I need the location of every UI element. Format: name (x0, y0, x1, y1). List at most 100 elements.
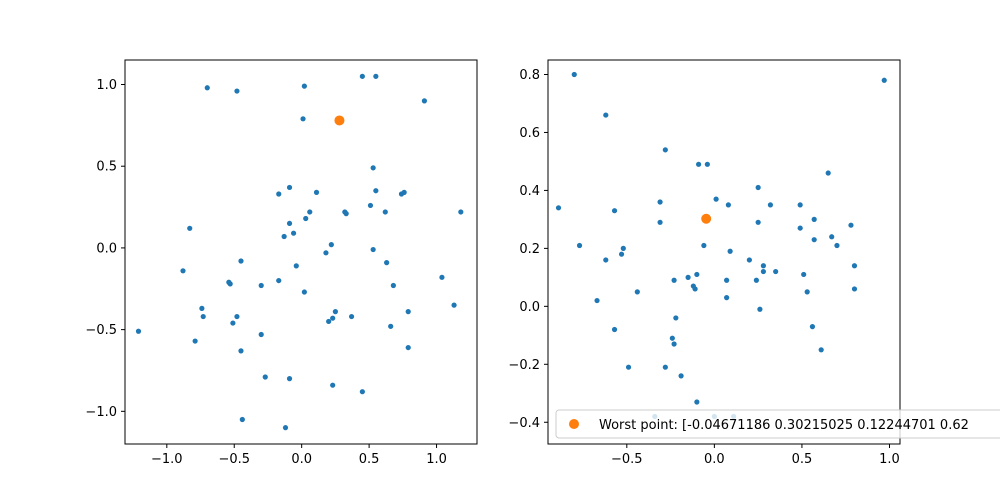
right-data-point (620, 245, 626, 251)
right-data-point (713, 196, 719, 202)
left-data-point (204, 85, 210, 91)
right-y-tick-label: 0.8 (519, 68, 540, 83)
right-data-point (851, 286, 858, 292)
left-y-tick-label: −0.5 (85, 323, 117, 338)
left-data-point (313, 189, 320, 195)
left-data-point (290, 230, 297, 236)
right-data-point (834, 242, 840, 249)
right-data-point (669, 335, 675, 341)
right-data-point (801, 271, 807, 278)
left-data-point (282, 425, 289, 431)
right-data-point (724, 295, 730, 301)
right-x-tick-label: 0.5 (792, 452, 813, 467)
right-data-point (678, 373, 684, 379)
right-data-point (760, 268, 767, 275)
right-data-point (755, 184, 761, 191)
left-x-tick-label: 0.0 (291, 452, 312, 467)
left-data-point (238, 258, 244, 264)
right-data-point (825, 170, 831, 176)
left-data-point (281, 233, 287, 240)
left-data-point (405, 344, 411, 351)
right-data-point (773, 268, 779, 275)
left-x-tick-label: −0.5 (218, 452, 250, 467)
right-y-tick-label: 0.2 (519, 242, 540, 257)
right-data-point (704, 161, 710, 167)
left-data-point (200, 313, 206, 320)
left-data-point (230, 320, 236, 326)
right-plot-frame (547, 59, 901, 445)
left-axis-ticks: −1.0 −0.5 0.0 0.5 1.0 −1.0 −0.5 0.0 0.5 1.0 (85, 78, 446, 467)
right-data-point (851, 263, 858, 269)
left-x-tick-label: 0.5 (359, 452, 380, 467)
right-data-point (662, 147, 668, 153)
right-data-point (694, 399, 700, 405)
left-data-point (421, 98, 428, 104)
right-data-point (618, 251, 625, 257)
left-data-point (323, 250, 329, 256)
right-data-point (701, 242, 707, 249)
left-data-point (384, 260, 390, 266)
left-data-point (370, 165, 376, 171)
right-data-point (625, 364, 632, 370)
right-data-point (657, 199, 663, 205)
left-data-point (370, 246, 376, 253)
left-data-point (359, 389, 365, 395)
right-data-point (694, 271, 700, 278)
left-data-point (330, 315, 336, 321)
right-data-point (634, 289, 640, 295)
right-data-point (555, 205, 562, 211)
left-data-point (180, 268, 186, 274)
left-data-point (301, 289, 307, 295)
legend-box (555, 409, 1000, 439)
right-data-point (571, 71, 577, 78)
left-data-point (367, 202, 374, 209)
right-data-point (724, 277, 730, 283)
right-data-point (757, 306, 763, 312)
left-y-tick-label: 0.0 (96, 241, 117, 256)
legend-marker (569, 419, 579, 429)
right-data-point (809, 324, 816, 330)
left-data-point (330, 382, 336, 388)
left-y-tick-label: 1.0 (96, 78, 117, 93)
left-data-point (373, 188, 379, 194)
right-data-point (881, 77, 887, 83)
right-data-point (611, 326, 618, 333)
left-data-point (300, 116, 306, 122)
right-data-points (555, 71, 887, 420)
legend: Worst point: [-0.04671186 0.30215025 0.1… (555, 409, 1000, 439)
right-data-point (746, 257, 752, 263)
right-data-point (804, 289, 810, 295)
right-x-tick-label: 0.0 (704, 452, 725, 467)
left-data-point (262, 374, 268, 380)
left-data-point (332, 309, 338, 315)
right-worst-point (701, 213, 712, 224)
left-data-point (373, 73, 379, 79)
left-data-point (234, 313, 240, 320)
right-data-point (797, 202, 803, 208)
left-data-point (401, 189, 407, 195)
right-data-point (696, 161, 702, 167)
left-y-tick-label: 0.5 (96, 160, 117, 175)
right-data-point (818, 347, 824, 353)
left-data-point (238, 348, 244, 354)
right-data-point (760, 263, 767, 269)
right-data-point (811, 216, 817, 222)
left-data-point (451, 302, 457, 308)
right-data-point (727, 248, 733, 254)
left-x-tick-label: −1.0 (151, 452, 183, 467)
left-data-point (293, 263, 299, 269)
right-data-point (657, 219, 663, 225)
right-data-point (576, 242, 583, 249)
left-x-tick-label: 1.0 (426, 452, 447, 467)
left-data-point (303, 215, 309, 222)
left-data-point (439, 274, 445, 280)
left-data-point (307, 209, 313, 215)
left-data-points (135, 73, 464, 431)
left-data-point (258, 282, 264, 289)
left-data-point (276, 191, 282, 197)
right-data-point (755, 219, 761, 225)
right-data-point (725, 202, 731, 208)
right-data-point (829, 234, 835, 240)
left-data-point (326, 318, 332, 325)
